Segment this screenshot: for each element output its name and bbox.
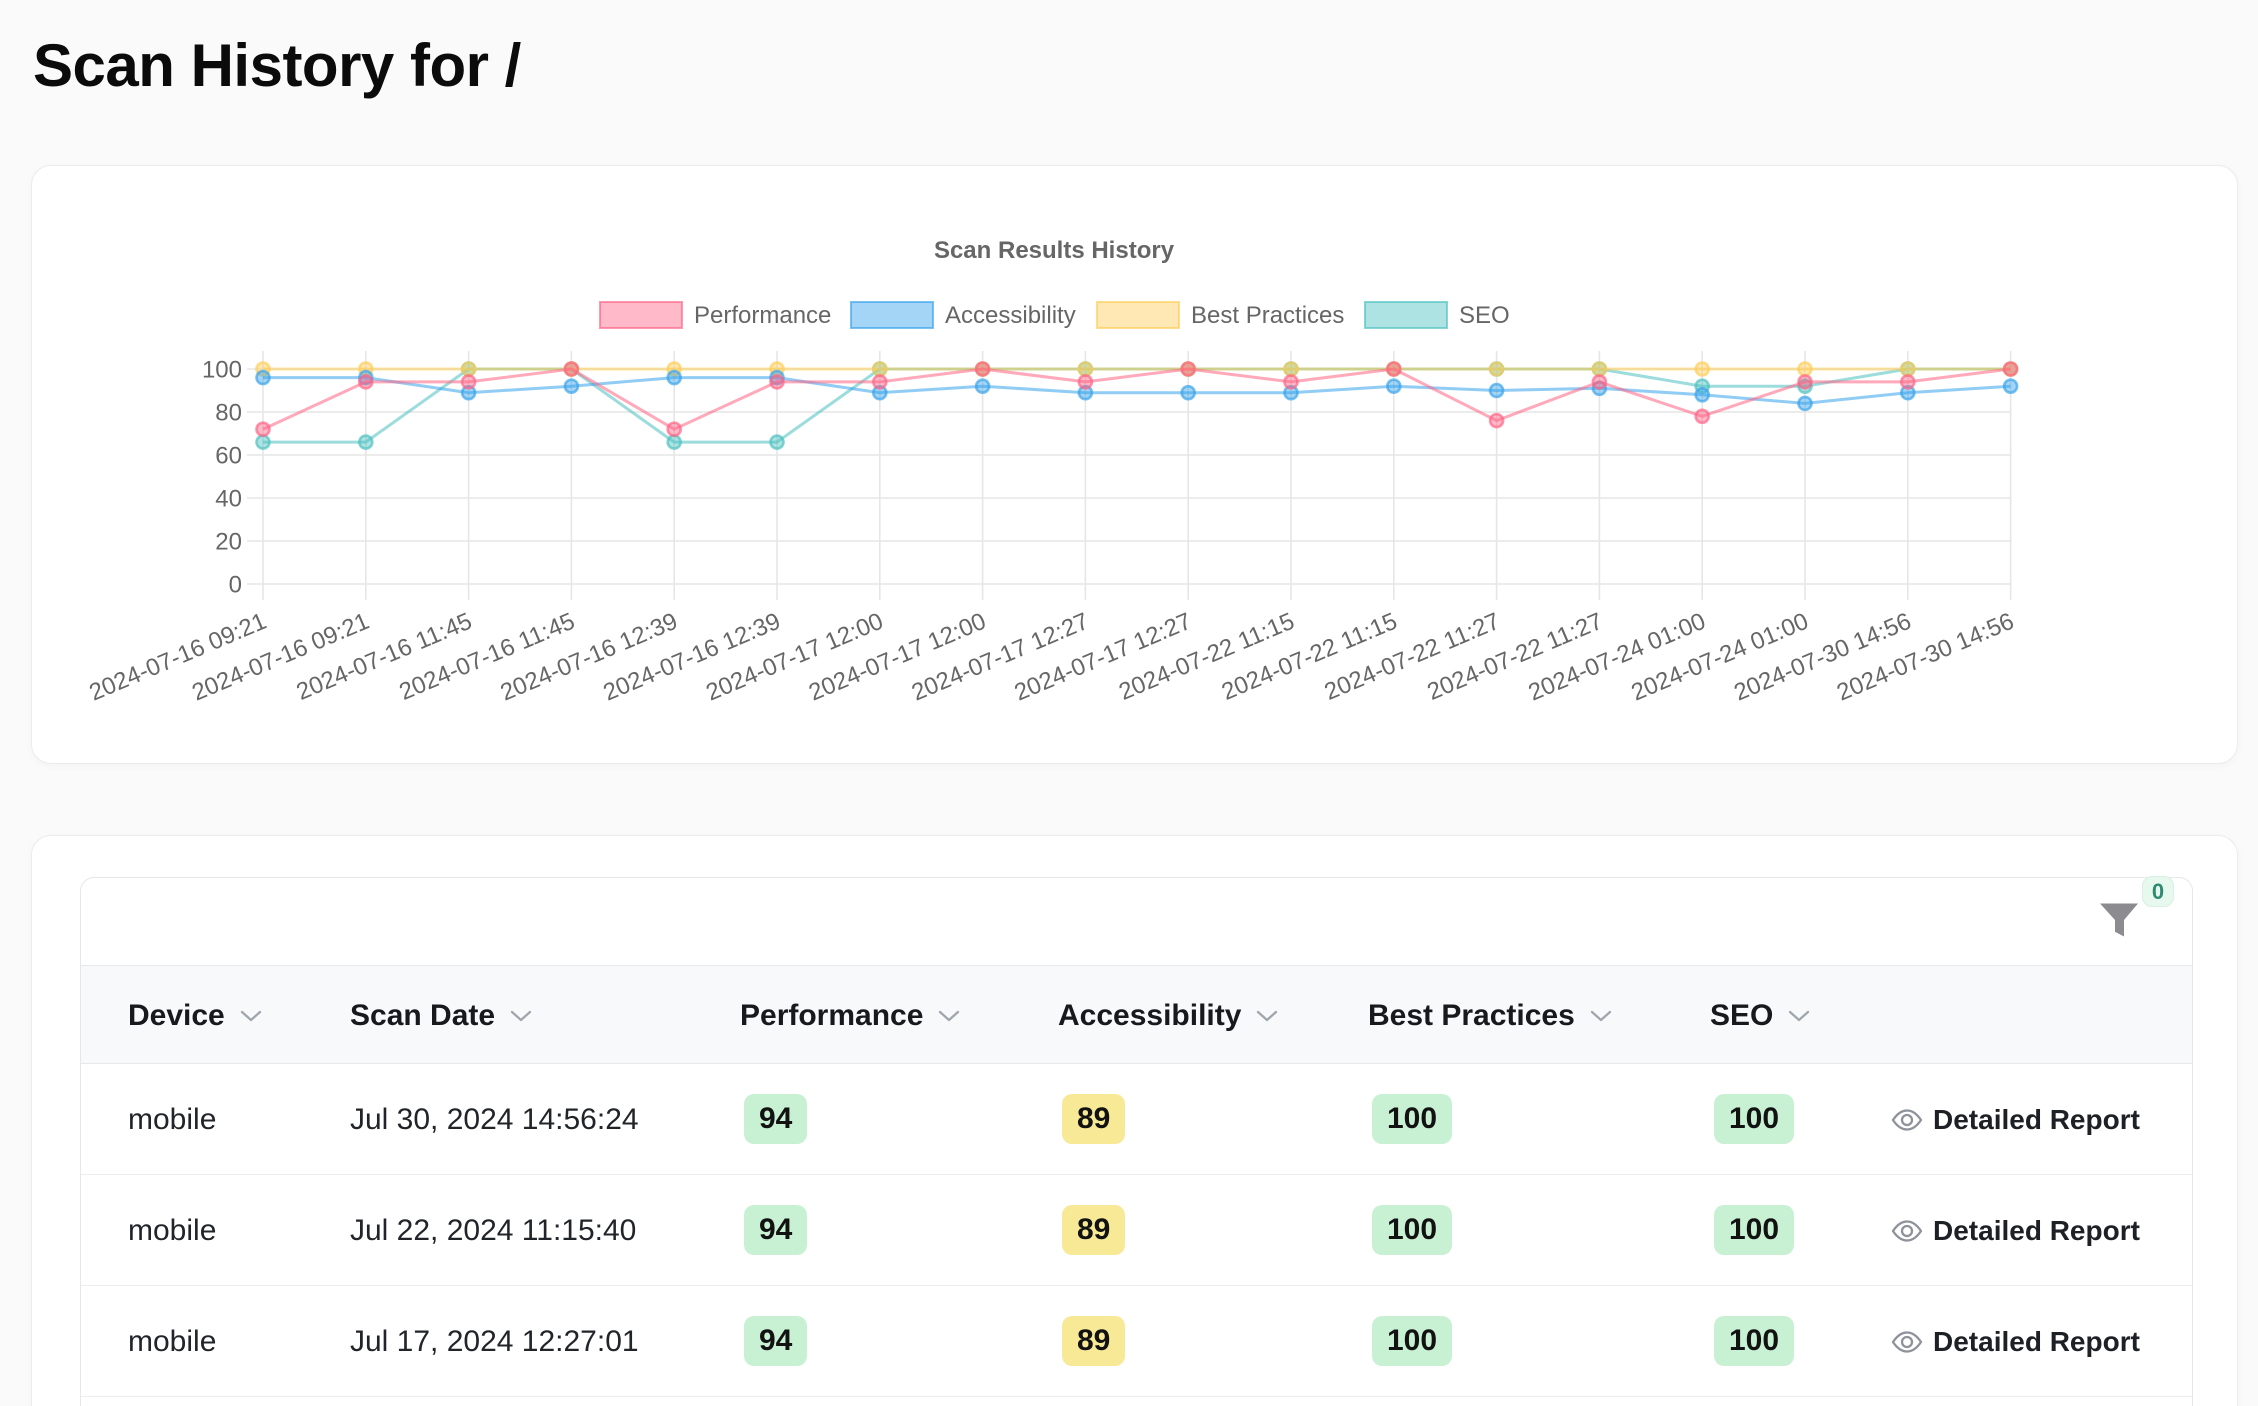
svg-text:2024-07-17 12:00: 2024-07-17 12:00	[805, 608, 990, 707]
svg-text:60: 60	[215, 443, 242, 470]
svg-text:0: 0	[229, 572, 242, 599]
svg-text:Scan Results History: Scan Results History	[934, 237, 1175, 264]
svg-text:2024-07-24 01:00: 2024-07-24 01:00	[1525, 608, 1710, 707]
svg-text:100: 100	[202, 357, 242, 384]
svg-text:Accessibility: Accessibility	[945, 302, 1076, 329]
svg-text:SEO: SEO	[1459, 302, 1510, 329]
svg-text:Performance: Performance	[694, 302, 831, 329]
svg-text:2024-07-17 12:27: 2024-07-17 12:27	[1011, 608, 1196, 707]
svg-text:Best Practices: Best Practices	[1191, 302, 1344, 329]
svg-text:40: 40	[215, 486, 242, 513]
svg-text:2024-07-24 01:00: 2024-07-24 01:00	[1627, 608, 1812, 707]
svg-text:2024-07-16 11:45: 2024-07-16 11:45	[293, 608, 476, 706]
svg-text:2024-07-16 11:45: 2024-07-16 11:45	[395, 608, 578, 706]
svg-text:80: 80	[215, 400, 242, 427]
svg-text:2024-07-16 12:39: 2024-07-16 12:39	[599, 608, 784, 707]
svg-text:2024-07-22 11:15: 2024-07-22 11:15	[1218, 608, 1401, 706]
svg-text:2024-07-17 12:00: 2024-07-17 12:00	[702, 608, 887, 707]
svg-text:2024-07-22 11:27: 2024-07-22 11:27	[1321, 608, 1504, 706]
svg-text:2024-07-16 12:39: 2024-07-16 12:39	[497, 608, 682, 707]
svg-text:2024-07-16 09:21: 2024-07-16 09:21	[85, 608, 270, 707]
svg-text:2024-07-22 11:27: 2024-07-22 11:27	[1423, 608, 1606, 706]
svg-text:2024-07-16 09:21: 2024-07-16 09:21	[188, 608, 373, 707]
svg-text:2024-07-30 14:56: 2024-07-30 14:56	[1730, 608, 1915, 707]
svg-text:2024-07-22 11:15: 2024-07-22 11:15	[1115, 608, 1298, 706]
svg-text:20: 20	[215, 529, 242, 556]
svg-text:2024-07-30 14:56: 2024-07-30 14:56	[1833, 608, 2018, 707]
svg-text:2024-07-17 12:27: 2024-07-17 12:27	[908, 608, 1093, 707]
